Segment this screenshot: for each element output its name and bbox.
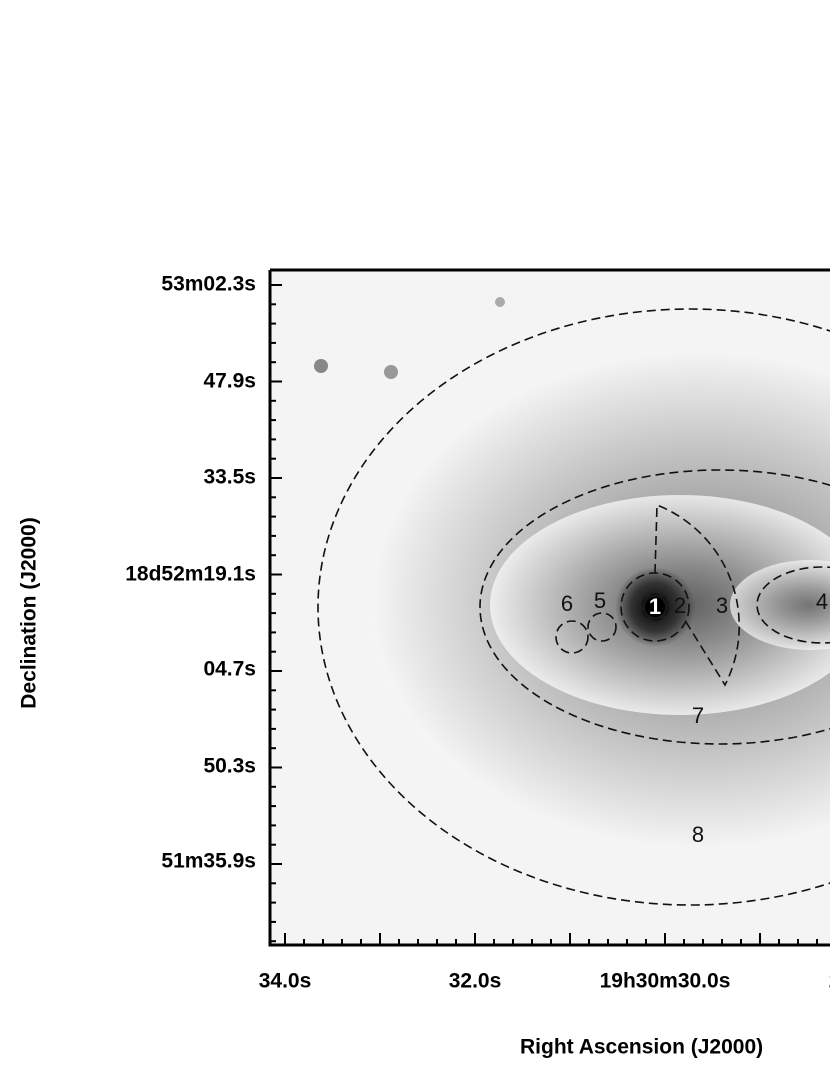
- y-tick-label: 18d52m19.1s: [125, 563, 256, 586]
- image: [270, 270, 830, 945]
- y-tick-label: 53m02.3s: [161, 273, 256, 296]
- region-label: 8: [692, 822, 704, 847]
- x-axis-label: Right Ascension (J2000): [520, 1036, 763, 1059]
- axes-frame: [268, 268, 830, 947]
- x-tick-label: 34.0s: [259, 970, 312, 993]
- region-label: 4: [816, 589, 828, 614]
- region-label: 5: [594, 588, 606, 613]
- region-label: 6: [561, 591, 573, 616]
- region-label: 3: [716, 593, 728, 618]
- y-tick-label: 51m35.9s: [161, 850, 256, 873]
- region-label: 2: [674, 593, 686, 618]
- region-label: 1: [649, 594, 661, 619]
- x-tick-label: 32.0s: [449, 970, 502, 993]
- region-label: 7: [692, 703, 704, 728]
- y-axis-label: Declination (J2000): [18, 517, 41, 708]
- y-tick-label: 47.9s: [203, 370, 256, 393]
- tick-marks: [270, 284, 818, 945]
- y-tick-label: 50.3s: [203, 755, 256, 778]
- x-tick-label: 19h30m30.0s: [600, 970, 731, 993]
- y-tick-label: 04.7s: [203, 658, 256, 681]
- y-tick-label: 33.5s: [203, 466, 256, 489]
- x-tick-label: 28.0s: [829, 970, 830, 993]
